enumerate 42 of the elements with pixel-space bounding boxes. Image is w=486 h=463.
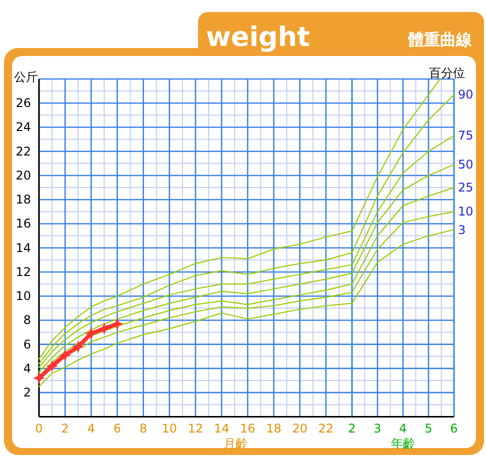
x-tick-label: 3: [374, 422, 382, 436]
x-tick-label: 22: [318, 422, 334, 436]
x-axis-title: 年齡: [391, 436, 415, 451]
x-tick-label: 14: [214, 422, 230, 436]
x-tick-label: 10: [162, 422, 178, 436]
x-tick-label: 16: [240, 422, 256, 436]
y-tick-label: 24: [16, 120, 31, 134]
series-label: 50: [458, 158, 474, 172]
y-tick-label: 12: [16, 264, 31, 279]
y-tick-label: 10: [16, 289, 31, 304]
x-tick-label: 8: [140, 422, 148, 436]
y-tick-label: 2: [23, 386, 31, 400]
series-label: 90: [458, 88, 474, 102]
y-tick-label: 16: [16, 216, 31, 231]
x-tick-label: 2: [348, 422, 356, 436]
y-tick-label: 14: [16, 240, 31, 255]
y-tick-label: 22: [16, 144, 31, 158]
x-tick-label: 12: [188, 422, 204, 436]
series-label: 3: [458, 222, 466, 237]
series-label: 75: [458, 128, 474, 143]
y-axis-title: 公斤: [14, 70, 38, 84]
y-tick-label: 26: [16, 96, 31, 110]
x-tick-label: 0: [35, 422, 43, 436]
y-tick-label: 4: [23, 361, 31, 376]
legend-title: 百分位: [429, 66, 465, 80]
x-tick-label: 18: [266, 422, 282, 436]
x-tick-label: 4: [399, 422, 407, 436]
y-tick-label: 8: [23, 313, 31, 328]
chart-title: weight: [206, 22, 310, 53]
x-axis-title: 月齡: [224, 436, 248, 451]
y-tick-label: 6: [23, 337, 31, 352]
x-tick-label: 6: [113, 422, 122, 436]
y-tick-label: 18: [16, 192, 31, 207]
x-tick-label: 4: [87, 422, 95, 436]
series-label: 25: [458, 180, 474, 195]
series-label: 10: [458, 204, 474, 219]
x-tick-label: 6: [450, 422, 458, 436]
x-tick-label: 2: [61, 422, 69, 436]
y-tick-label: 20: [16, 168, 31, 182]
x-tick-label: 5: [424, 422, 432, 436]
chart-subtitle: 體重曲線: [408, 30, 473, 49]
x-tick-label: 20: [292, 422, 308, 436]
